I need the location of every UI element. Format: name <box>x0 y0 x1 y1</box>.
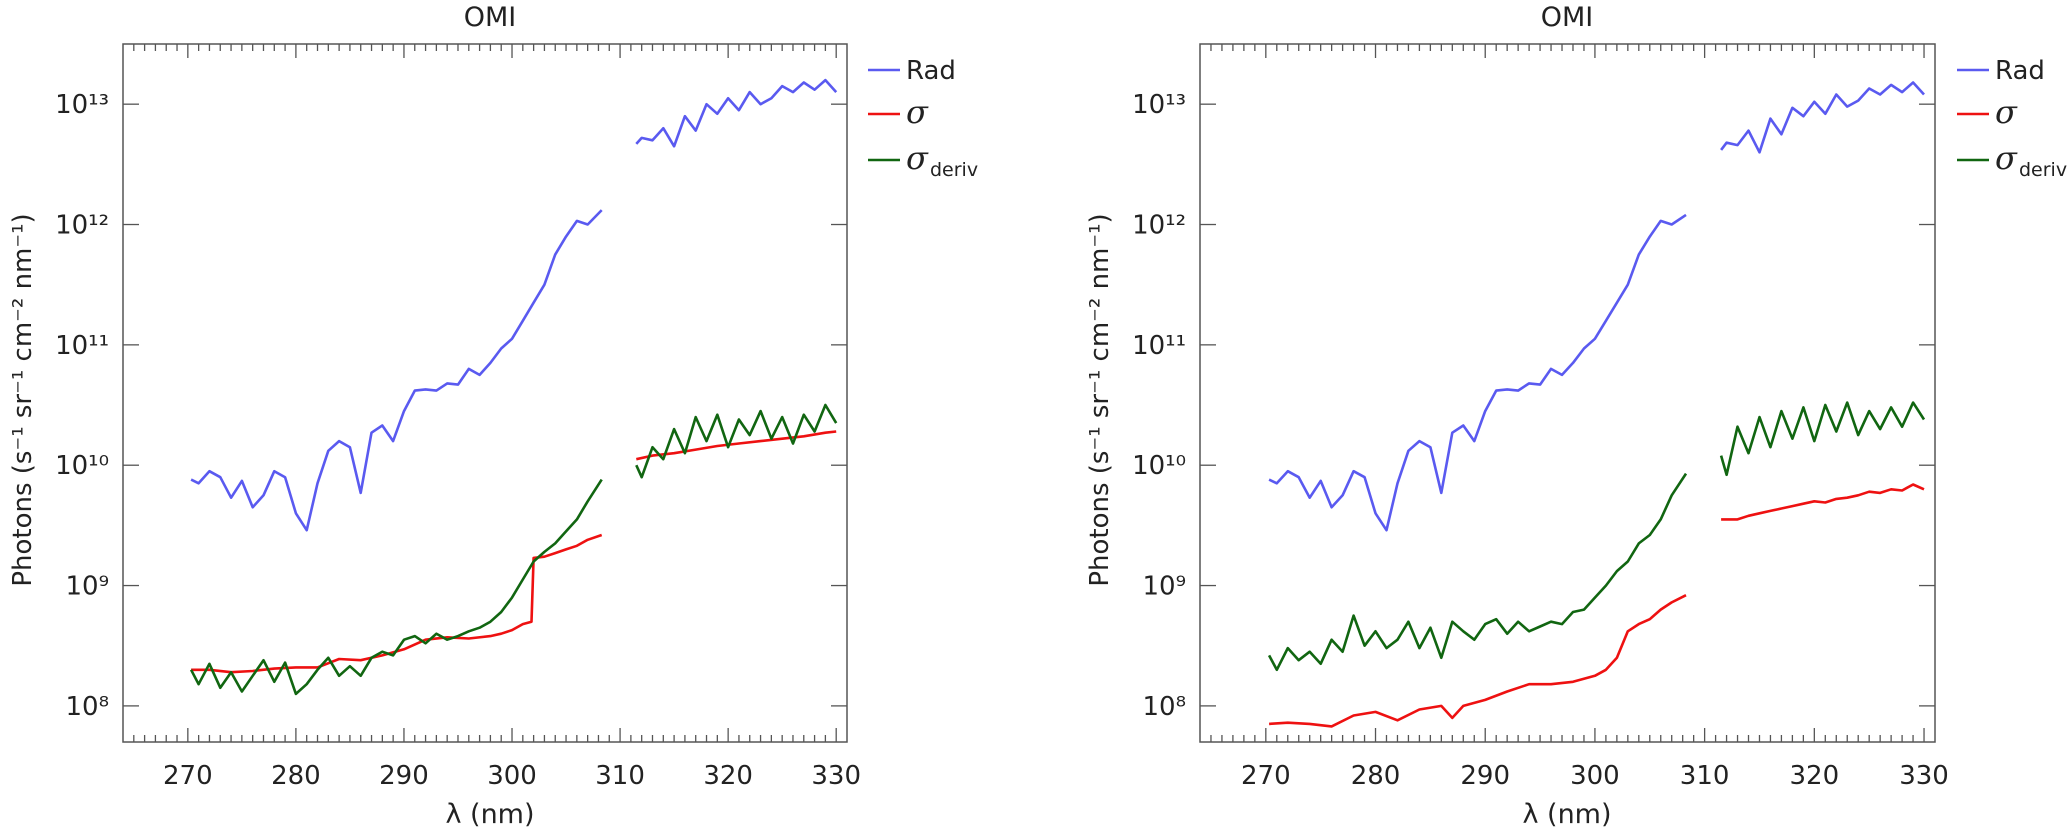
y-axis-label-right: Photons (s⁻¹ sr⁻¹ cm⁻² nm⁻¹) <box>1085 213 1115 586</box>
legend-label-rad: Rad <box>1995 56 2045 86</box>
x-tick-label: 320 <box>703 761 753 791</box>
legend-subscript: deriv <box>930 159 978 181</box>
legend-label-sigma-deriv: σ <box>906 139 929 177</box>
plot-frame <box>122 43 848 743</box>
y-tick-label: 10¹³ <box>55 90 109 120</box>
y-axis-label-left: Photons (s⁻¹ sr⁻¹ cm⁻² nm⁻¹) <box>8 213 38 586</box>
y-tick-label: 10¹² <box>55 211 109 241</box>
series-line-sigma-deriv <box>1719 401 1926 477</box>
y-tick-label: 10¹³ <box>1132 90 1186 120</box>
series-line-rad <box>1268 213 1687 532</box>
legend-label-sigma: σ <box>906 93 929 131</box>
x-tick-label: 310 <box>595 761 645 791</box>
x-tick-label: 300 <box>1570 761 1620 791</box>
series-line-sigma-deriv <box>1267 472 1688 672</box>
y-tick-label: 10¹² <box>1132 211 1186 241</box>
x-tick-label: 320 <box>1790 761 1840 791</box>
series-line-rad <box>1720 81 1925 154</box>
legend-subscript: deriv <box>2019 159 2067 181</box>
legend-label-sigma: σ <box>1995 93 2018 131</box>
chart-panel-left: OMI λ (nm) Photons (s⁻¹ sr⁻¹ cm⁻² nm⁻¹) … <box>8 2 978 830</box>
x-tick-label: 290 <box>379 761 429 791</box>
series-line-sigma <box>1721 483 1925 521</box>
y-tick-label: 10¹¹ <box>1132 331 1186 361</box>
x-tick-label: 280 <box>271 761 321 791</box>
series-line-sigma <box>636 430 837 461</box>
series-line-sigma-deriv <box>189 478 603 696</box>
y-tick-label: 10¹⁰ <box>55 451 109 481</box>
x-axis-label-left: λ (nm) <box>445 799 534 830</box>
series-line-sigma <box>1269 594 1687 728</box>
chart-title-left: OMI <box>464 2 517 33</box>
series-line-sigma-deriv <box>635 403 838 479</box>
x-tick-label: 330 <box>811 761 861 791</box>
x-tick-label: 270 <box>163 761 213 791</box>
x-axis-label-right: λ (nm) <box>1522 799 1611 830</box>
x-tick-label: 290 <box>1460 761 1510 791</box>
x-tick-label: 310 <box>1680 761 1730 791</box>
x-tick-label: 330 <box>1899 761 1949 791</box>
y-tick-label: 10⁹ <box>1142 572 1186 602</box>
y-tick-label: 10⁹ <box>65 572 109 602</box>
series-line-sigma <box>191 533 603 674</box>
plot-frame <box>1199 43 1936 743</box>
x-tick-label: 280 <box>1351 761 1401 791</box>
legend-label-rad: Rad <box>906 56 956 86</box>
legend-label-sigma-deriv: σ <box>1995 139 2018 177</box>
y-tick-label: 10¹⁰ <box>1132 451 1186 481</box>
y-tick-label: 10¹¹ <box>55 331 109 361</box>
series-line-rad <box>190 209 603 532</box>
x-tick-label: 300 <box>487 761 537 791</box>
x-tick-label: 270 <box>1241 761 1291 791</box>
y-tick-label: 10⁸ <box>65 692 109 722</box>
chart-title-right: OMI <box>1541 2 1594 33</box>
series-line-rad <box>635 78 838 148</box>
chart-panel-right: OMI λ (nm) Photons (s⁻¹ sr⁻¹ cm⁻² nm⁻¹) … <box>1085 2 2067 830</box>
y-tick-label: 10⁸ <box>1142 692 1186 722</box>
